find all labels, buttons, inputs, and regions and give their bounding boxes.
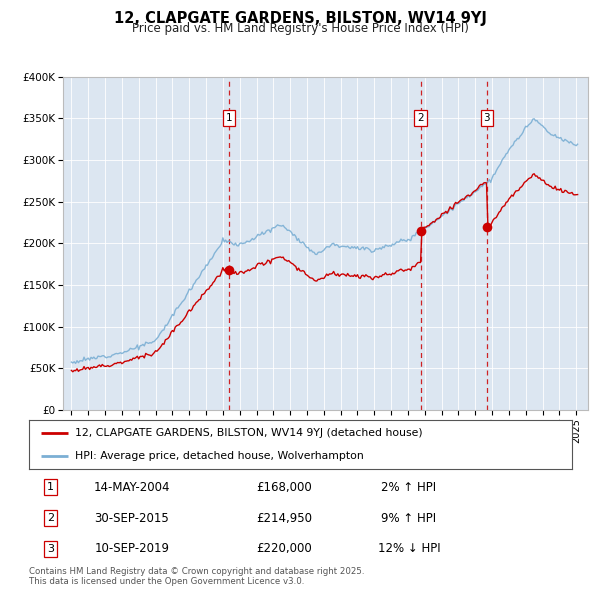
- Text: 14-MAY-2004: 14-MAY-2004: [94, 481, 170, 494]
- Text: 9% ↑ HPI: 9% ↑ HPI: [382, 512, 436, 525]
- Text: 3: 3: [484, 113, 490, 123]
- Text: 10-SEP-2019: 10-SEP-2019: [94, 542, 169, 555]
- Text: 1: 1: [47, 483, 54, 492]
- Text: 12, CLAPGATE GARDENS, BILSTON, WV14 9YJ (detached house): 12, CLAPGATE GARDENS, BILSTON, WV14 9YJ …: [75, 428, 422, 438]
- Text: 12, CLAPGATE GARDENS, BILSTON, WV14 9YJ: 12, CLAPGATE GARDENS, BILSTON, WV14 9YJ: [113, 11, 487, 25]
- Text: 2: 2: [417, 113, 424, 123]
- Text: 2% ↑ HPI: 2% ↑ HPI: [382, 481, 436, 494]
- Text: 30-SEP-2015: 30-SEP-2015: [95, 512, 169, 525]
- Text: 3: 3: [47, 544, 54, 553]
- Text: Price paid vs. HM Land Registry's House Price Index (HPI): Price paid vs. HM Land Registry's House …: [131, 22, 469, 35]
- Text: 12% ↓ HPI: 12% ↓ HPI: [377, 542, 440, 555]
- Text: HPI: Average price, detached house, Wolverhampton: HPI: Average price, detached house, Wolv…: [75, 451, 364, 461]
- Text: Contains HM Land Registry data © Crown copyright and database right 2025.
This d: Contains HM Land Registry data © Crown c…: [29, 567, 364, 586]
- Text: 2: 2: [47, 513, 54, 523]
- Text: £220,000: £220,000: [256, 542, 312, 555]
- Text: 1: 1: [226, 113, 232, 123]
- Text: £214,950: £214,950: [256, 512, 312, 525]
- Text: £168,000: £168,000: [256, 481, 312, 494]
